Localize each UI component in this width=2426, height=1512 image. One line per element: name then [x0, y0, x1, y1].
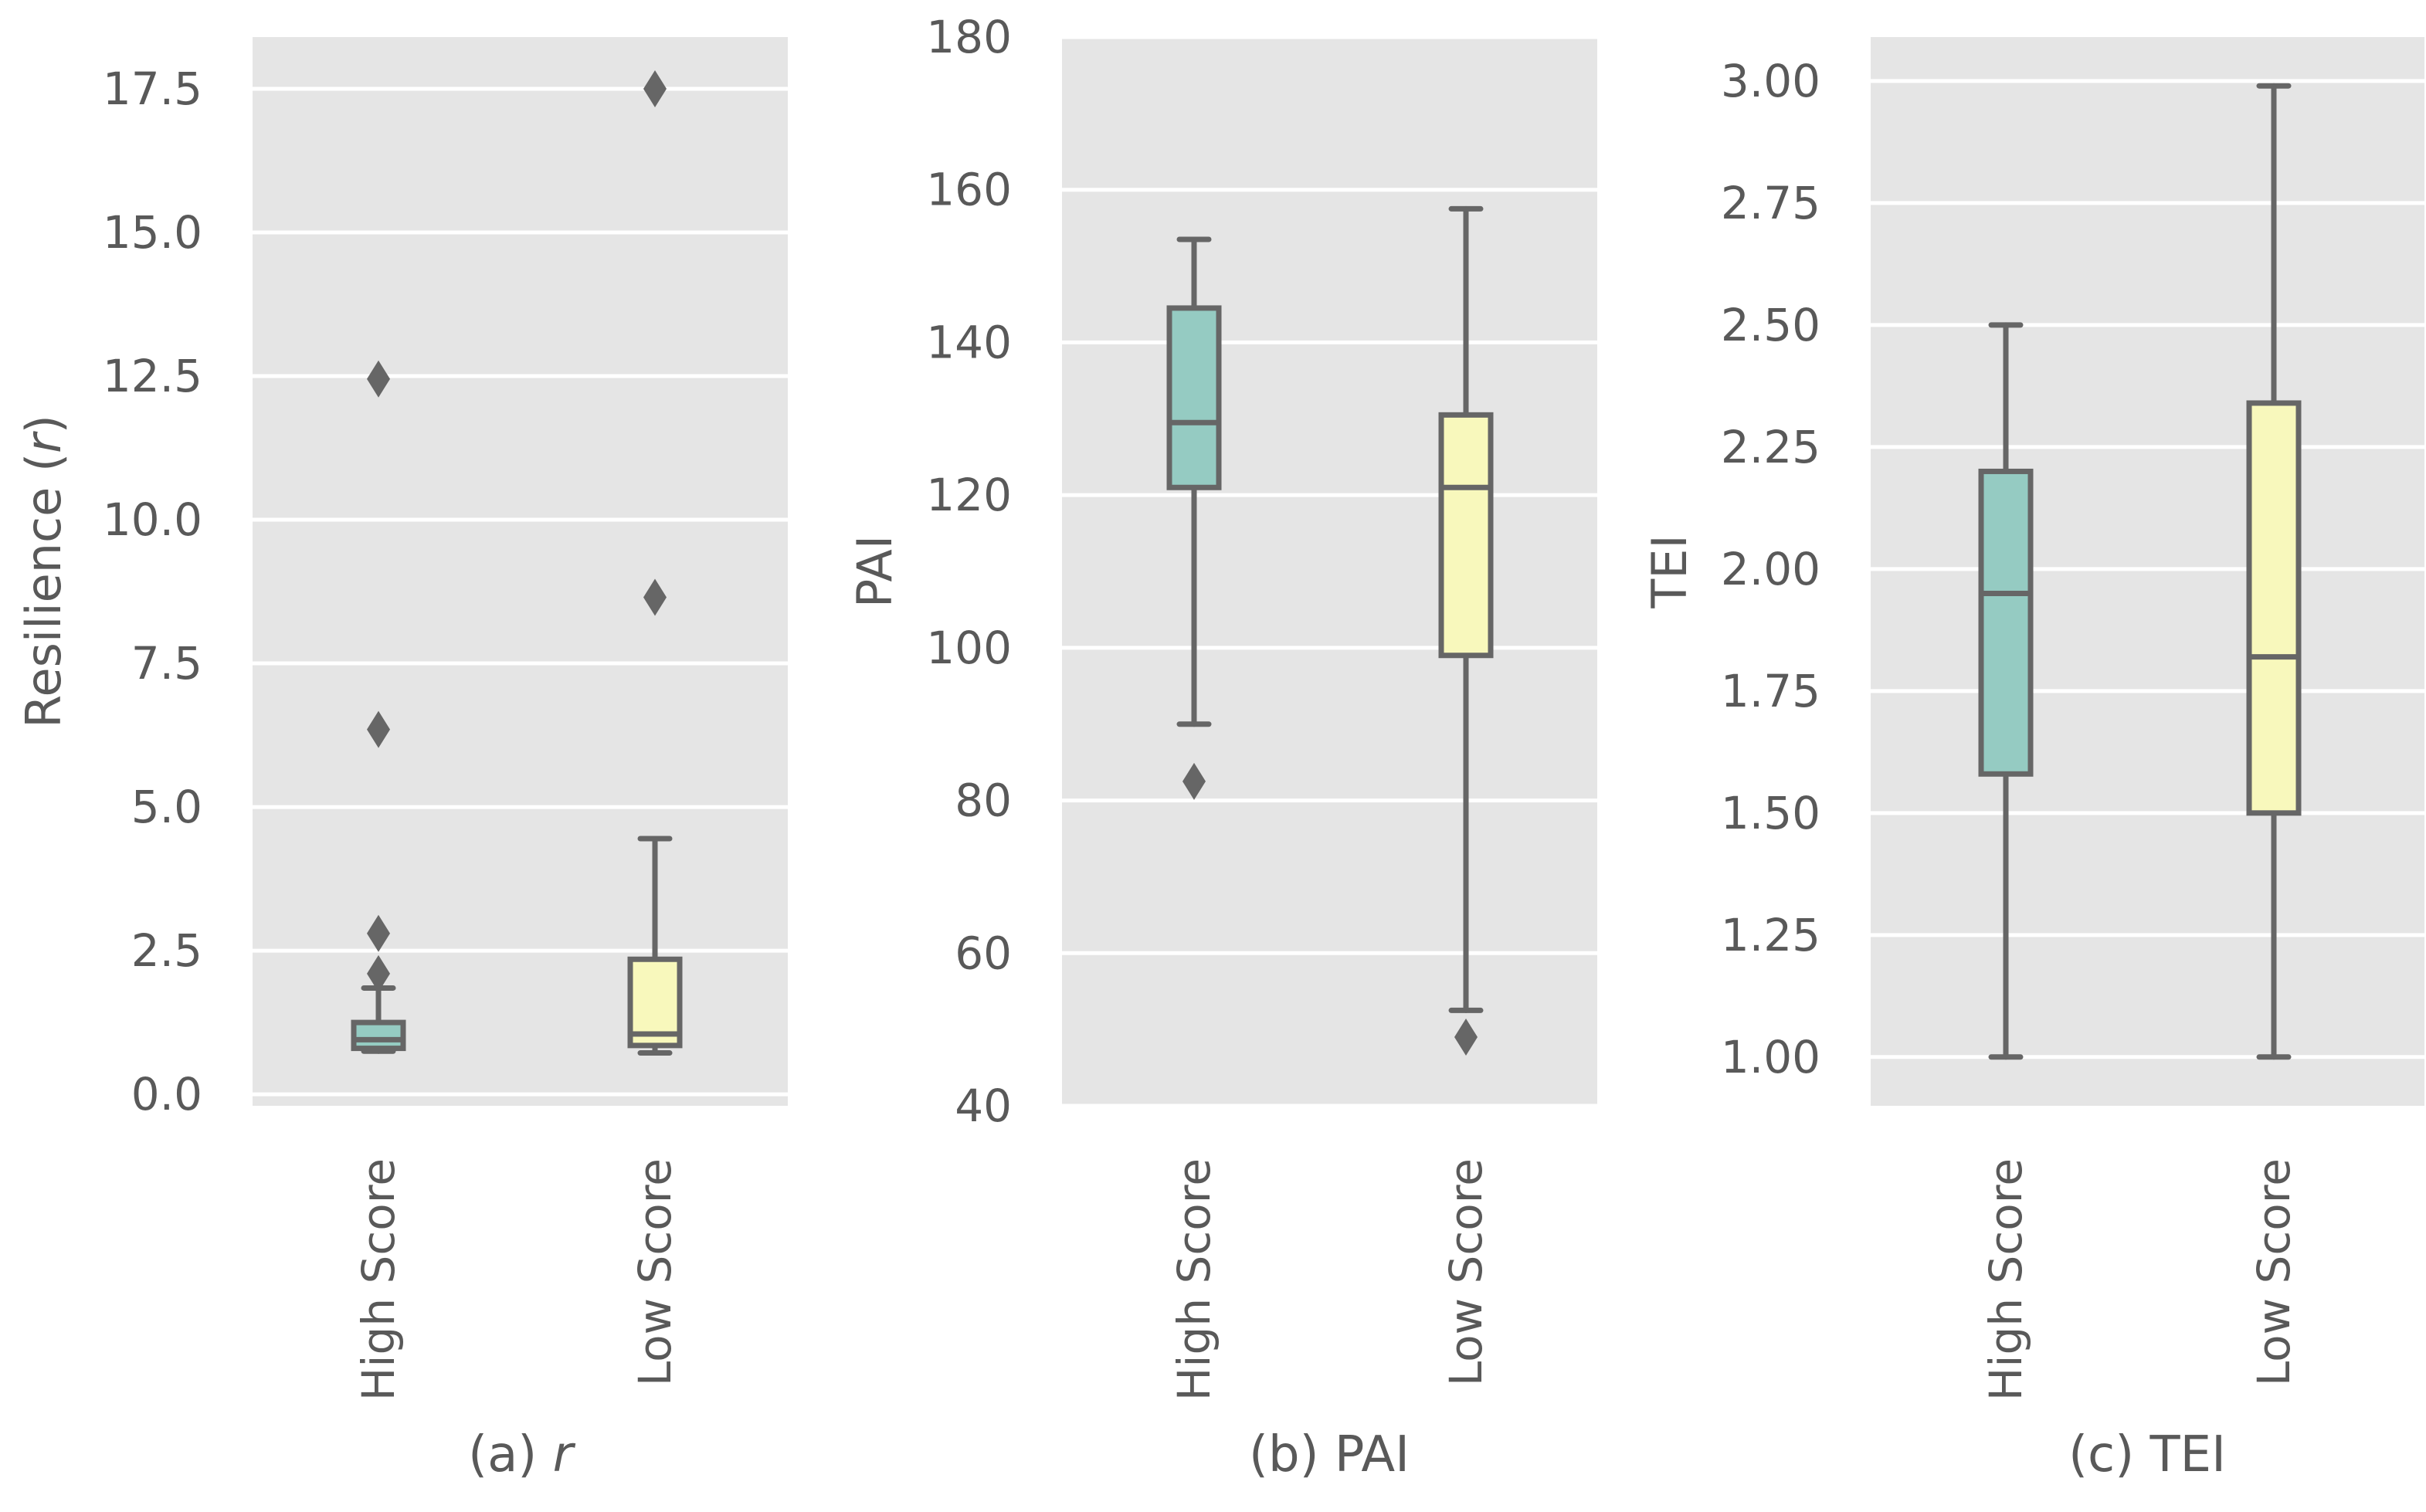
panel-r: 0.0 2.5 5.0 7.5 10.0 12.5 15.0 17.5 Resilience (…	[15, 37, 788, 1483]
y-tick-label: 2.5	[131, 924, 202, 977]
y-tick-label: 7.5	[131, 637, 202, 690]
y-tick-label: 180	[926, 11, 1012, 63]
y-axis-label-prefix: Resilience (	[15, 453, 72, 728]
y-tick-label: 15.0	[103, 206, 202, 259]
outlier-point	[1182, 762, 1206, 800]
outlier-point	[367, 710, 390, 748]
outlier-point	[367, 360, 390, 398]
y-tick-label: 5.0	[131, 781, 202, 833]
y-tick-label: 12.5	[103, 350, 202, 402]
y-tick-label: 2.25	[1721, 421, 1820, 473]
box-high-score	[351, 360, 406, 1054]
box-low-score	[2246, 83, 2302, 1060]
y-tick-label: 60	[955, 927, 1012, 979]
y-tick-label: 10.0	[103, 493, 202, 546]
x-tick-label: Low Score	[1440, 1158, 1492, 1386]
y-tick-label: 0.0	[131, 1068, 202, 1120]
y-tick-label: 2.75	[1721, 177, 1820, 229]
box-high-score	[1166, 236, 1222, 800]
y-tick-label: 120	[926, 469, 1012, 521]
y-tick-label: 17.5	[103, 63, 202, 115]
iqr-box	[351, 1019, 406, 1052]
outlier-point	[367, 914, 390, 952]
y-tick-label: 1.00	[1721, 1031, 1820, 1083]
x-tick-label: High Score	[1980, 1158, 2032, 1401]
outlier-point	[367, 954, 390, 992]
plot-background	[1062, 37, 1597, 1106]
iqr-box	[2246, 400, 2302, 816]
y-tick-label: 140	[926, 316, 1012, 368]
y-tick-label: 3.00	[1721, 55, 1820, 107]
outlier-point	[1454, 1019, 1478, 1056]
caption-var: r	[553, 1426, 576, 1483]
panel-caption: (c) TEI	[2068, 1426, 2226, 1483]
y-tick-label: 2.00	[1721, 543, 1820, 595]
y-tick-label: 1.75	[1721, 665, 1820, 717]
y-tick-label: 160	[926, 164, 1012, 216]
box-low-score	[1438, 205, 1494, 1056]
outlier-point	[643, 69, 667, 107]
x-tick-label: High Score	[352, 1158, 405, 1401]
y-tick-label: 100	[926, 622, 1012, 674]
x-tick-label: Low Score	[2248, 1158, 2300, 1386]
box-low-score	[627, 69, 683, 1056]
outlier-point	[643, 578, 667, 616]
plot-background	[253, 37, 788, 1106]
caption-prefix: (c) TEI	[2068, 1426, 2226, 1483]
iqr-box	[1438, 412, 1494, 659]
panel-pai: 40 60 80 100 120 140 160 180 PAI High Score Low Sc…	[847, 11, 1597, 1483]
caption-prefix: (b) PAI	[1249, 1426, 1410, 1483]
y-tick-label: 80	[955, 775, 1012, 827]
y-axis-label: TEI	[1641, 534, 1698, 609]
y-tick-label: 40	[955, 1080, 1012, 1132]
y-axis-label-var: r	[15, 431, 72, 453]
caption-prefix: (a)	[468, 1426, 553, 1483]
iqr-box	[1978, 468, 2034, 777]
y-axis-label-prefix: PAI	[847, 535, 903, 608]
panel-tei: 1.00 1.25 1.50 1.75 2.00 2.25 2.50 2.75 3.00 TEI H…	[1641, 37, 2424, 1483]
y-tick-label: 1.50	[1721, 787, 1820, 839]
panel-caption: (a) r	[468, 1426, 576, 1483]
iqr-box	[1166, 305, 1222, 490]
y-axis-label-prefix: TEI	[1641, 534, 1698, 609]
x-tick-label: Low Score	[629, 1158, 681, 1386]
y-axis-label: Resilience (r)	[15, 415, 72, 728]
panel-caption: (b) PAI	[1249, 1426, 1410, 1483]
x-tick-label: High Score	[1168, 1158, 1220, 1401]
iqr-box	[627, 956, 683, 1049]
y-tick-label: 1.25	[1721, 909, 1820, 961]
y-tick-label: 2.50	[1721, 299, 1820, 351]
y-axis-label: PAI	[847, 535, 903, 608]
y-axis-label-suffix: )	[15, 415, 72, 433]
plot-background	[1871, 37, 2424, 1106]
box-high-score	[1978, 322, 2034, 1060]
